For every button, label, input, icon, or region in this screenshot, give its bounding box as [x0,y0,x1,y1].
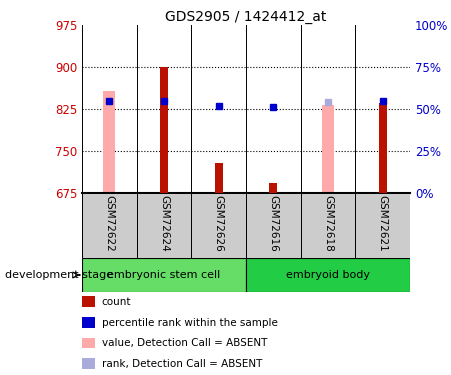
Bar [160,67,168,193]
Bar [137,193,191,258]
Bar [301,193,355,258]
Bar [246,193,301,258]
Bar [82,338,95,348]
Text: development stage: development stage [5,270,113,280]
Text: embryonic stem cell: embryonic stem cell [107,270,221,280]
Text: GSM72622: GSM72622 [104,195,115,252]
Bar [246,258,410,292]
Text: embryoid body: embryoid body [286,270,370,280]
Text: GSM72624: GSM72624 [159,195,169,252]
Bar [103,90,115,193]
Text: value, Detection Call = ABSENT: value, Detection Call = ABSENT [101,339,267,348]
Title: GDS2905 / 1424412_at: GDS2905 / 1424412_at [166,10,327,24]
Bar [82,258,246,292]
Bar [191,193,246,258]
Bar [82,193,137,258]
Bar [355,193,410,258]
Bar [215,164,223,193]
Bar [82,317,95,328]
Bar [269,183,277,193]
Bar [378,104,387,193]
Text: count: count [101,297,131,307]
Text: GSM72618: GSM72618 [323,195,333,252]
Text: GSM72621: GSM72621 [377,195,388,252]
Text: GSM72616: GSM72616 [268,195,278,252]
Bar [322,105,334,193]
Text: GSM72626: GSM72626 [214,195,224,252]
Bar [82,296,95,307]
Text: percentile rank within the sample: percentile rank within the sample [101,318,277,328]
Text: rank, Detection Call = ABSENT: rank, Detection Call = ABSENT [101,359,262,369]
Bar [82,358,95,369]
